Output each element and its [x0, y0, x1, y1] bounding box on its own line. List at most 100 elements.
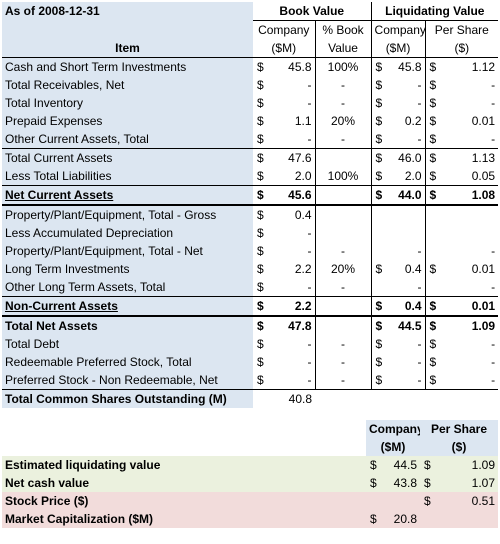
liq-value: 2.0 [390, 167, 426, 186]
liq-value: - [390, 130, 426, 149]
book-value: - [272, 224, 315, 242]
per-share-currency [424, 205, 445, 224]
shares-outstanding-value: 40.8 [272, 389, 315, 408]
company-unit: ($M) [253, 39, 315, 58]
table-row: Total Receivables, Net $ - - $ - $ - [2, 76, 499, 94]
pct-book-value: 20% [314, 112, 372, 130]
summary-table: Company Per Share ($M) ($) Estimated liq… [2, 420, 499, 528]
liq-value: - [390, 353, 426, 371]
liq-currency [370, 205, 391, 224]
book-value: 45.6 [272, 185, 315, 206]
per-share-value: 1.12 [444, 57, 499, 76]
per-share-currency: $ [424, 148, 445, 167]
summary-company-heading: Company [366, 420, 420, 438]
book-value: 0.4 [272, 205, 315, 224]
liq-value: - [390, 242, 426, 260]
pct-book-value [314, 148, 372, 167]
book-currency: $ [253, 242, 272, 260]
per-share-currency: $ [424, 296, 445, 317]
summary-per-share-value [439, 510, 499, 528]
per-share-currency: $ [424, 57, 445, 76]
table-row: Other Long Term Assets, Total $ - - - - [2, 278, 499, 297]
per-share-currency: $ [424, 315, 445, 335]
liq-value [390, 205, 426, 224]
book-currency: $ [253, 185, 272, 206]
per-share-value: 0.01 [444, 112, 499, 130]
liq-currency [370, 242, 391, 260]
summary-per-share-value: 0.51 [439, 492, 499, 510]
pct-book-value: - [314, 353, 372, 371]
book-value: 47.6 [272, 148, 315, 167]
liq-currency [370, 278, 391, 297]
book-currency: $ [253, 224, 272, 242]
liq-currency: $ [370, 148, 391, 167]
table-row: Less Total Liabilities $2.0 100% $2.0 $0.05 [2, 167, 499, 186]
row-item-label: Less Total Liabilities [2, 167, 253, 186]
item-col-heading: Item [2, 39, 253, 58]
row-item-label: Cash and Short Term Investments [2, 57, 253, 76]
liquidating-value-heading: Liquidating Value [370, 2, 499, 21]
book-currency: $ [253, 130, 272, 149]
pct-book-value [314, 205, 372, 224]
summary-per-share-value: 1.07 [439, 474, 499, 492]
pct-book-value: - [314, 335, 372, 353]
book-value: 2.0 [272, 167, 315, 186]
row-item-label: Redeemable Preferred Stock, Total [2, 353, 253, 371]
per-share-value: - [444, 335, 499, 353]
liq-currency: $ [370, 335, 391, 353]
summary-company-currency [366, 492, 385, 510]
per-share-unit: ($) [424, 39, 499, 58]
summary-label: Net cash value [2, 474, 366, 492]
liq-value: - [390, 76, 426, 94]
pct-book-unit: Value [314, 39, 372, 58]
summary-company-currency: $ [366, 474, 385, 492]
summary-company-currency: $ [366, 510, 385, 528]
per-share-value [444, 205, 499, 224]
row-item-label: Non-Current Assets [2, 296, 253, 317]
row-item-label: Total Debt [2, 335, 253, 353]
pct-book-value: 100% [314, 167, 372, 186]
row-item-label: Other Long Term Assets, Total [2, 278, 253, 297]
summary-row: Market Capitalization ($M) $20.8 [2, 510, 499, 528]
book-value: 2.2 [272, 260, 315, 278]
liq-currency: $ [370, 76, 391, 94]
book-value: - [272, 278, 315, 297]
liq-value: - [390, 371, 426, 390]
liq-value: 0.4 [390, 296, 426, 317]
summary-per-share-currency: $ [420, 456, 439, 474]
liq-currency: $ [370, 167, 391, 186]
book-currency: $ [253, 315, 272, 335]
table-row: Preferred Stock - Non Redeemable, Net $ - -… [2, 371, 499, 390]
liq-currency: $ [370, 260, 391, 278]
book-currency: $ [253, 278, 272, 297]
book-currency: $ [253, 94, 272, 112]
per-share-value: - [444, 130, 499, 149]
book-currency: $ [253, 296, 272, 317]
liq-value: - [390, 335, 426, 353]
book-value: - [272, 94, 315, 112]
row-item-label: Preferred Stock - Non Redeemable, Net [2, 371, 253, 390]
table-row: Total Debt $ - - $ - $ - [2, 335, 499, 353]
table-row: Redeemable Preferred Stock, Total $ - - $ - $ - [2, 353, 499, 371]
book-liquidating-table: As of 2008-12-31 Book Value Liquidating … [2, 2, 499, 408]
book-currency: $ [253, 371, 272, 390]
table-row: Total Inventory $ - - $ - $ - [2, 94, 499, 112]
per-share-currency [424, 242, 445, 260]
book-value: - [272, 353, 315, 371]
liq-currency: $ [370, 315, 391, 335]
book-currency: $ [253, 205, 272, 224]
row-item-label: Property/Plant/Equipment, Total - Gross [2, 205, 253, 224]
summary-company-currency: $ [366, 456, 385, 474]
summary-row: Estimated liquidating value $44.5 $1.09 [2, 456, 499, 474]
per-share-currency: $ [424, 76, 445, 94]
liq-currency: $ [370, 130, 391, 149]
pct-book-value: - [314, 130, 372, 149]
summary-per-share-currency: $ [420, 474, 439, 492]
summary-per-share-value: 1.09 [439, 456, 499, 474]
table-row: Non-Current Assets $2.2 $0.4 $0.01 [2, 296, 499, 317]
row-item-label: Total Net Assets [2, 315, 253, 335]
per-share-currency: $ [424, 112, 445, 130]
per-share-currency: $ [424, 371, 445, 390]
table-row: Prepaid Expenses $1.1 20% $0.2 $0.01 [2, 112, 499, 130]
